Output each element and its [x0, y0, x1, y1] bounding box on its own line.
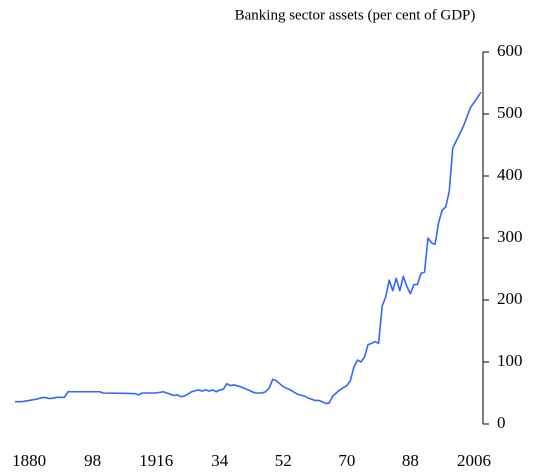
y-tick-label: 200	[497, 289, 523, 308]
x-tick-label: 34	[211, 451, 229, 470]
y-tick-label: 600	[497, 41, 523, 60]
y-tick-label: 500	[497, 103, 523, 122]
x-tick-label: 88	[402, 451, 419, 470]
x-tick-label: 52	[275, 451, 292, 470]
x-tick-label: 2006	[457, 451, 491, 470]
y-tick-label: 0	[497, 413, 506, 432]
data-line	[15, 91, 482, 405]
x-tick-label: 1880	[12, 451, 46, 470]
x-tick-label: 1916	[139, 451, 173, 470]
x-tick-label: 98	[84, 451, 101, 470]
y-tick-label: 300	[497, 227, 523, 246]
y-tick-label: 400	[497, 165, 523, 184]
chart-title: Banking sector assets (per cent of GDP)	[235, 7, 476, 23]
y-tick-label: 100	[497, 351, 523, 370]
x-tick-label: 70	[338, 451, 355, 470]
